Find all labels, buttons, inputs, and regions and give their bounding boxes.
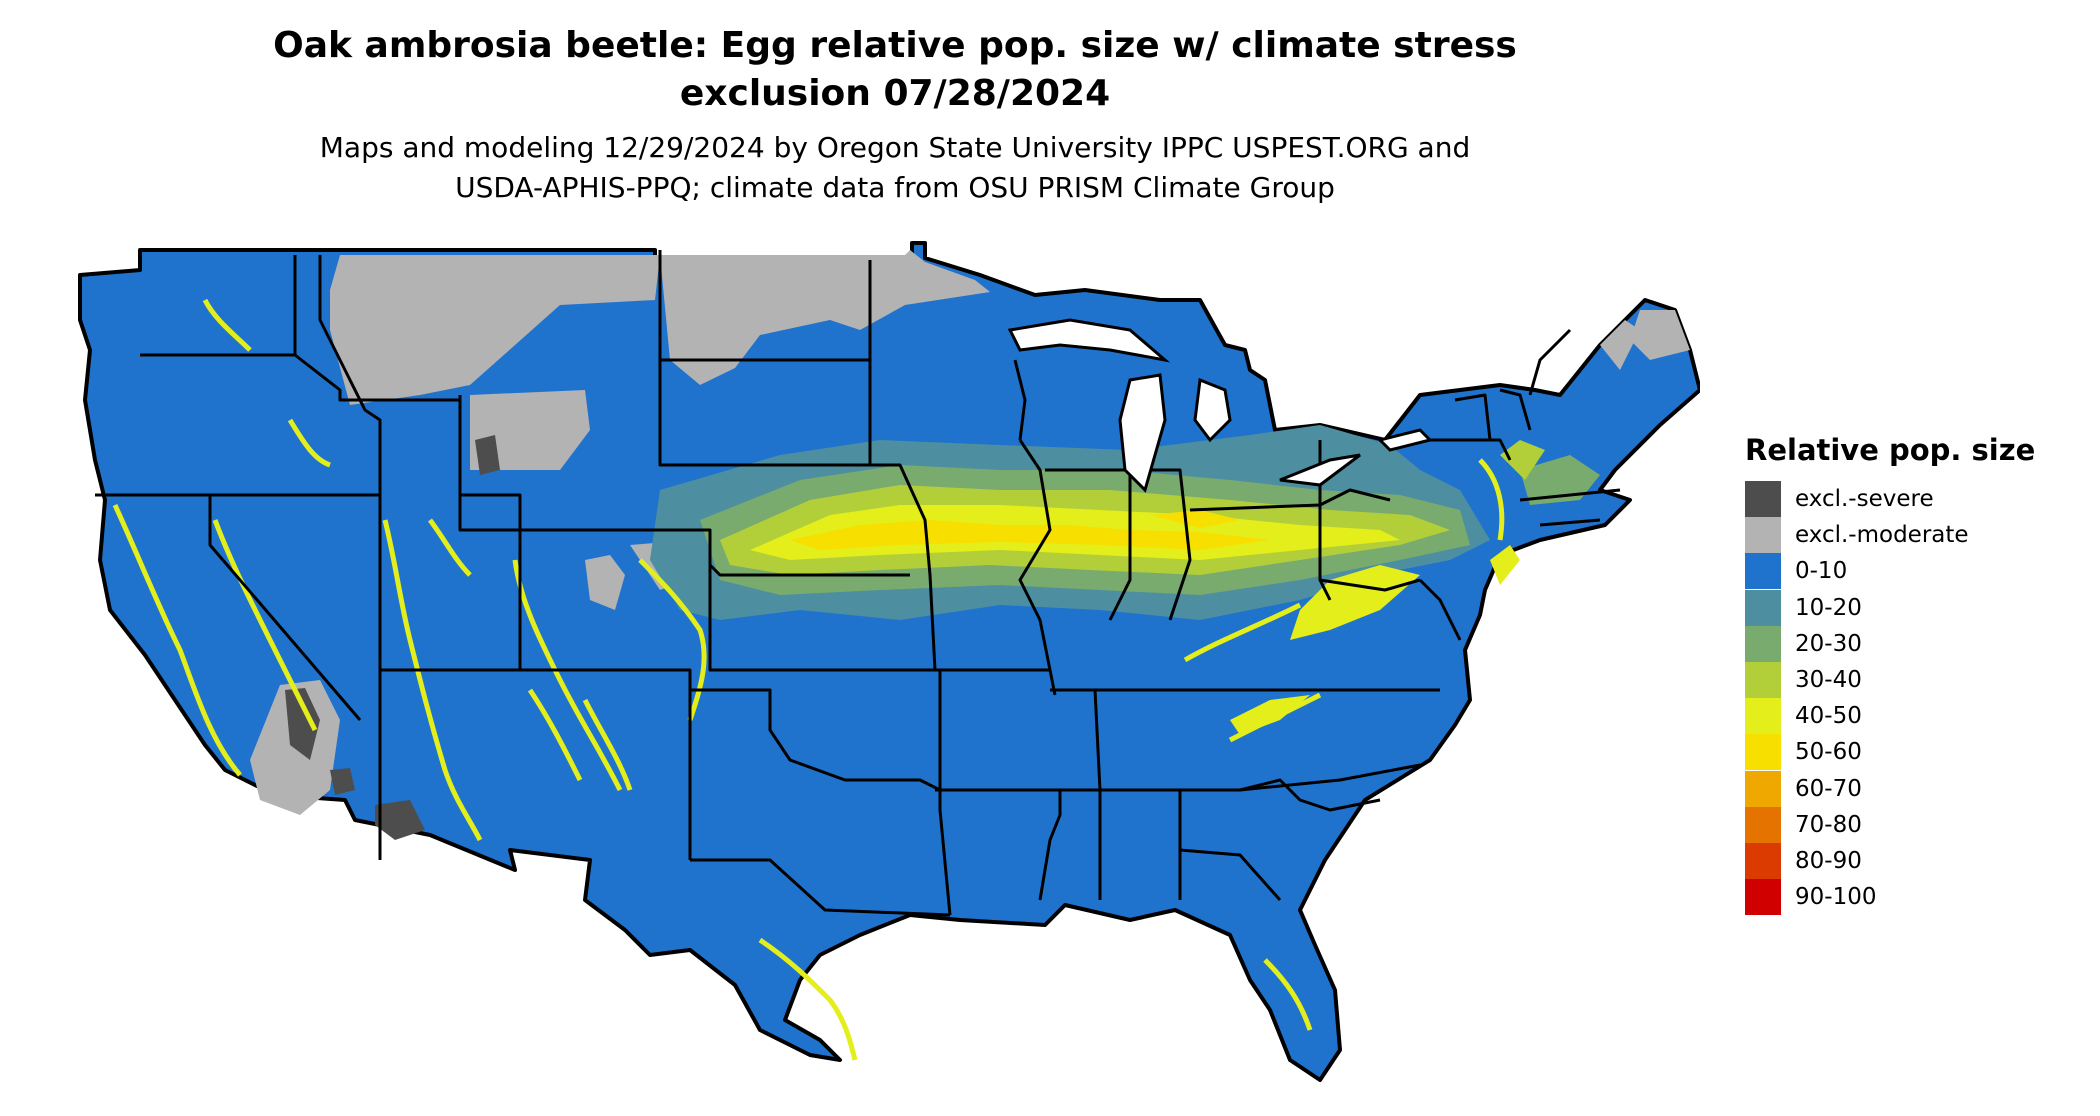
legend-swatch [1745,842,1781,879]
legend-item: 20-30 [1745,625,2035,662]
legend-swatch [1745,553,1781,590]
legend-swatch [1745,879,1781,916]
legend-swatch [1745,625,1781,662]
legend-swatch [1745,806,1781,843]
legend-swatch [1745,517,1781,554]
us-map [78,241,1700,1082]
legend-item: 60-70 [1745,770,2035,807]
title-line-1: Oak ambrosia beetle: Egg relative pop. s… [273,25,1517,66]
legend-label: 80-90 [1795,847,1862,874]
legend-rows: excl.-severe excl.-moderate 0-10 10-20 20-30… [1745,481,2035,916]
legend-label: 30-40 [1795,667,1862,694]
legend-item: 50-60 [1745,734,2035,771]
subtitle-line-1: Maps and modeling 12/29/2024 by Oregon S… [319,131,1471,164]
legend-swatch [1745,734,1781,771]
legend-swatch [1745,770,1781,807]
legend-label: 40-50 [1795,703,1862,730]
legend: Relative pop. size excl.-severe excl.-mod… [1745,433,2036,916]
western-highland-bands [112,298,1505,1061]
legend-label: excl.-moderate [1795,522,1969,549]
subtitle-line-2: USDA-APHIS-PPQ; climate data from OSU PR… [455,171,1335,204]
us-landmass [78,241,1700,1082]
map-title: Oak ambrosia beetle: Egg relative pop. s… [0,22,1790,118]
legend-swatch [1745,481,1781,518]
map-subtitle: Maps and modeling 12/29/2024 by Oregon S… [0,128,1790,208]
legend-label: 50-60 [1795,739,1862,766]
legend-item: 80-90 [1745,842,2035,879]
legend-item: 10-20 [1745,589,2035,626]
legend-label: 90-100 [1795,884,1877,911]
legend-swatch [1745,662,1781,699]
legend-item: 0-10 [1745,553,2035,590]
legend-swatch [1745,698,1781,735]
band-50-60 [790,510,1270,550]
great-lakes [1007,318,1433,493]
legend-label: 0-10 [1795,558,1848,585]
legend-item: 30-40 [1745,662,2035,699]
legend-title: Relative pop. size [1745,433,2036,467]
legend-item: 90-100 [1745,879,2035,916]
legend-item: excl.-severe [1745,481,2035,518]
legend-label: 60-70 [1795,775,1862,802]
legend-item: 70-80 [1745,806,2035,843]
legend-label: 70-80 [1795,811,1862,838]
exclusion-severe-zones [285,435,500,840]
legend-item: 40-50 [1745,698,2035,735]
legend-label: 20-30 [1795,630,1862,657]
legend-item: excl.-moderate [1745,517,2035,554]
title-line-2: exclusion 07/28/2024 [679,73,1111,114]
legend-swatch [1745,589,1781,626]
legend-label: 10-20 [1795,594,1862,621]
legend-label: excl.-severe [1795,486,1934,513]
